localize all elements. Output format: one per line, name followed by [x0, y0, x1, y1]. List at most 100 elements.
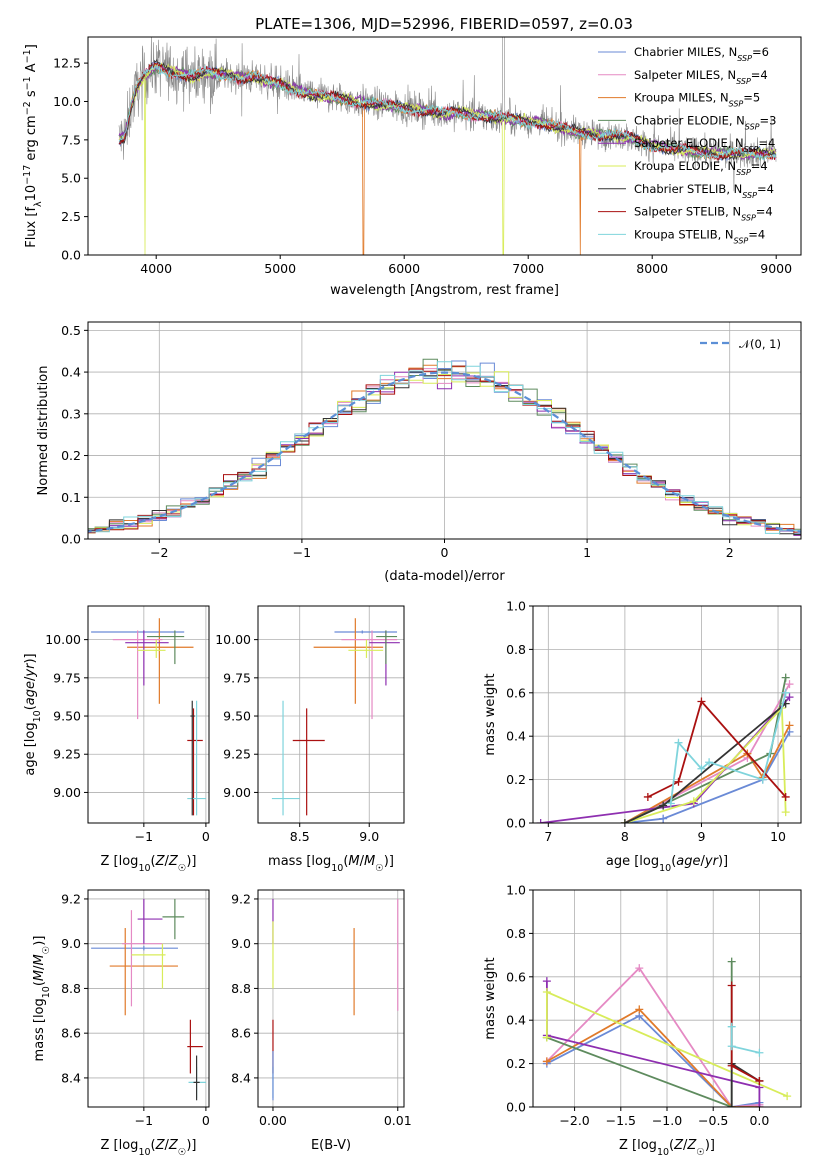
x-tick-label: 8	[621, 829, 629, 844]
y-tick-label: 12.5	[53, 56, 81, 71]
mass-weight-line	[624, 731, 791, 823]
x-axis-label: Z [log10(Z/Z☉)]	[619, 1138, 715, 1158]
legend-entry: Kroupa STELIB, NSSP=4	[634, 227, 765, 245]
x-axis-label: age [log10(age/yr)]	[606, 854, 728, 874]
y-axis-label: mass [log10(M/M☉)]	[32, 936, 52, 1062]
x-tick-label: 7000	[512, 261, 544, 276]
y-tick-label: 0.6	[506, 685, 526, 700]
y-tick-label: 1.0	[506, 599, 526, 614]
axes-frame	[257, 605, 405, 824]
y-tick-label: 9.00	[223, 785, 251, 800]
plus-marker	[781, 792, 790, 801]
y-tick-label: 0.2	[61, 448, 81, 463]
figure-title: PLATE=1306, MJD=52996, FIBERID=0597, z=0…	[255, 15, 633, 33]
x-tick-label: 6000	[388, 261, 420, 276]
y-tick-label: 9.0	[231, 936, 251, 951]
y-tick-label: 0.0	[61, 532, 81, 547]
y-tick-label: 0.2	[506, 1056, 526, 1071]
model-line	[118, 64, 777, 161]
x-tick-label: 8000	[636, 261, 668, 276]
plus-marker	[705, 758, 714, 767]
y-tick-label: 8.6	[61, 1026, 81, 1041]
x-tick-label: 7	[544, 829, 552, 844]
y-tick-label: 5.0	[61, 171, 81, 186]
plus-marker	[785, 693, 794, 702]
plus-marker	[659, 814, 668, 823]
axes-frame	[257, 889, 405, 1108]
y-tick-label: 9.75	[53, 670, 81, 685]
plus-marker	[643, 792, 652, 801]
x-tick-label: 0	[441, 545, 449, 560]
plus-marker	[785, 721, 794, 730]
y-axis-label: age [log10(age/yr)]	[23, 653, 43, 775]
y-axis-label: mass weight	[483, 957, 498, 1039]
plus-marker	[783, 1092, 792, 1101]
x-tick-label: 8.5	[290, 829, 310, 844]
y-tick-label: 9.2	[61, 891, 81, 906]
plus-marker	[755, 1076, 764, 1085]
plus-marker	[635, 1005, 644, 1014]
plus-marker	[727, 1103, 736, 1107]
y-tick-label: 0.8	[506, 642, 526, 657]
mass-weight-line	[730, 1026, 760, 1054]
plus-marker	[755, 1048, 764, 1057]
y-tick-label: 10.00	[215, 632, 251, 647]
y-tick-label: 9.25	[53, 747, 81, 762]
x-axis-label: Z [log10(Z/Z☉)]	[101, 1138, 197, 1158]
y-tick-label: 10.0	[53, 94, 81, 109]
plus-marker	[542, 1033, 551, 1042]
mass-weight-line	[546, 1008, 760, 1107]
plot-area-residuals	[88, 358, 801, 536]
plot-area-mass_vs_ebv	[272, 898, 399, 1101]
plus-marker	[785, 680, 794, 689]
x-tick-label: 1	[583, 545, 591, 560]
plus-marker	[674, 738, 683, 747]
axes-frame	[87, 321, 802, 540]
mass-weight-line	[624, 705, 787, 823]
plus-marker	[727, 1022, 736, 1031]
normal-curve	[88, 371, 801, 533]
legend-entry: Chabrier MILES, NSSP=6	[634, 45, 769, 63]
plus-marker	[635, 964, 644, 973]
legend: Chabrier MILES, NSSP=6 Salpeter MILES, NS…	[598, 45, 776, 245]
mass-weight-line	[624, 702, 787, 823]
x-tick-label: −2	[150, 545, 168, 560]
y-tick-label: 0.6	[506, 969, 526, 984]
y-axis-label: Flux [fλ10−17 erg cm−2 s−1 A−1]	[22, 44, 44, 248]
axes-frame	[87, 889, 210, 1108]
axes-frame	[532, 605, 802, 824]
x-tick-label: 2	[726, 545, 734, 560]
x-tick-label: 9000	[760, 261, 792, 276]
axes-residuals: −2 −1 0 1 2 0.0 0.1 0.2 0.3 0.4 0.5 (data-model)/er…	[36, 321, 802, 584]
y-axis-label: Normed distribution	[36, 366, 51, 496]
plus-marker	[659, 801, 668, 810]
y-tick-label: 9.50	[223, 709, 251, 724]
plot-area-spectrum	[118, 37, 777, 255]
x-tick-label: 9	[697, 829, 705, 844]
plus-marker	[727, 1042, 736, 1051]
mass-weight-line	[546, 1014, 760, 1107]
legend-entry: Salpeter MILES, NSSP=4	[634, 68, 768, 86]
y-tick-label: 9.25	[223, 747, 251, 762]
y-tick-label: 0.2	[506, 772, 526, 787]
plus-marker	[727, 1061, 736, 1070]
y-tick-label: 9.00	[53, 785, 81, 800]
x-tick-label: −1	[135, 1113, 153, 1128]
y-tick-label: 0.0	[506, 816, 526, 831]
legend-entry: Salpeter ELODIE, NSSP=4	[634, 136, 775, 154]
x-tick-label: 0	[202, 1113, 210, 1128]
y-tick-label: 8.8	[61, 981, 81, 996]
legend-entry: 𝒩(0, 1)	[739, 337, 781, 351]
plot-area-mass_vs_Z	[91, 898, 206, 1101]
x-tick-label: 0	[202, 829, 210, 844]
x-axis-label: wavelength [Angstrom, rest frame]	[330, 283, 559, 298]
y-tick-label: 10.00	[45, 632, 81, 647]
plus-marker	[689, 797, 698, 806]
axes-massweight_vs_Z: −2.0 −1.5 −1.0 −0.5 0.0 0.0 0.2 0.4 0.6 0.8 1.0 Z […	[483, 883, 802, 1158]
mass-weight-line	[546, 966, 760, 1107]
histogram-step	[88, 368, 801, 535]
legend-entry: Kroupa ELODIE, NSSP=4	[634, 159, 768, 177]
y-tick-label: 9.75	[223, 670, 251, 685]
legend-entry: Chabrier ELODIE, NSSP=3	[634, 113, 776, 130]
plus-marker	[697, 697, 706, 706]
